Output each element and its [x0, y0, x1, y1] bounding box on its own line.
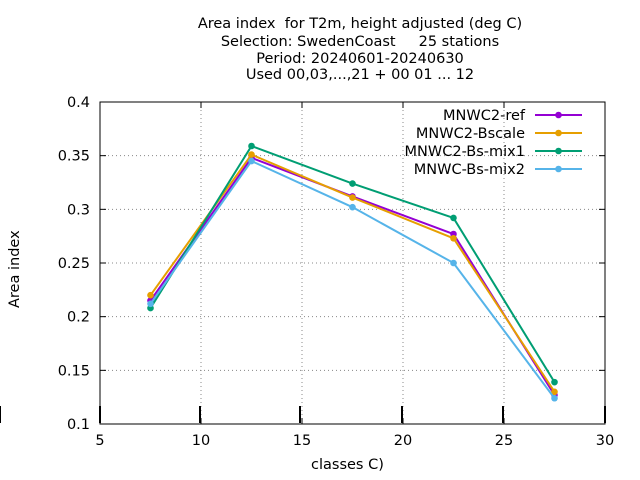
- x-tick-label: 30: [596, 433, 614, 449]
- chart-title-line-1: Area index for T2m, height adjusted (deg…: [197, 16, 523, 32]
- x-tick-label: 25: [495, 433, 513, 449]
- data-point: [551, 378, 558, 386]
- data-point: [349, 180, 356, 187]
- data-point: [147, 291, 154, 299]
- legend-marker: [555, 165, 562, 173]
- y-tick-label: 0.35: [58, 149, 90, 165]
- data-point: [551, 394, 558, 402]
- data-point: [147, 300, 154, 308]
- x-axis-label: classes C): [311, 457, 384, 473]
- data-point: [248, 151, 255, 158]
- legend-label: MNWC2-Bscale: [416, 126, 525, 142]
- x-tick-label: 10: [192, 433, 210, 449]
- data-point: [450, 235, 457, 242]
- y-tick-label: 0.4: [67, 95, 90, 111]
- y-tick-label: 0.25: [58, 256, 90, 272]
- x-tick-label: 15: [293, 433, 311, 449]
- data-point: [551, 388, 558, 396]
- chart-title-line-2: Selection: SwedenCoast 25 stations: [220, 34, 500, 50]
- data-point: [248, 142, 255, 150]
- data-point: [248, 157, 255, 165]
- legend-marker: [555, 129, 562, 137]
- legend-marker: [555, 111, 562, 119]
- x-tick-label: 5: [95, 433, 104, 449]
- x-tick-label: 20: [394, 433, 412, 449]
- legend-label: MNWC-Bs-mix2: [414, 162, 525, 178]
- y-tick-label: 0.15: [58, 363, 90, 379]
- y-tick-label: 0.2: [67, 310, 90, 326]
- data-point: [349, 194, 356, 201]
- data-point: [349, 203, 356, 211]
- legend-label: MNWC2-ref: [443, 108, 526, 124]
- y-tick-label: 0.1: [67, 417, 90, 433]
- legend-marker: [555, 147, 562, 155]
- series-line-2: [149, 153, 556, 393]
- chart-title-line-4: Used 00,03,...,21 + 00 01 ... 12: [245, 67, 475, 83]
- y-axis-label: Area index: [7, 230, 23, 308]
- chart-title-line-3: Period: 20240601-20240630: [256, 51, 464, 67]
- data-point: [450, 214, 457, 222]
- data-point: [450, 259, 457, 267]
- y-tick-label: 0.3: [67, 202, 90, 218]
- legend-label: MNWC2-Bs-mix1: [405, 144, 525, 160]
